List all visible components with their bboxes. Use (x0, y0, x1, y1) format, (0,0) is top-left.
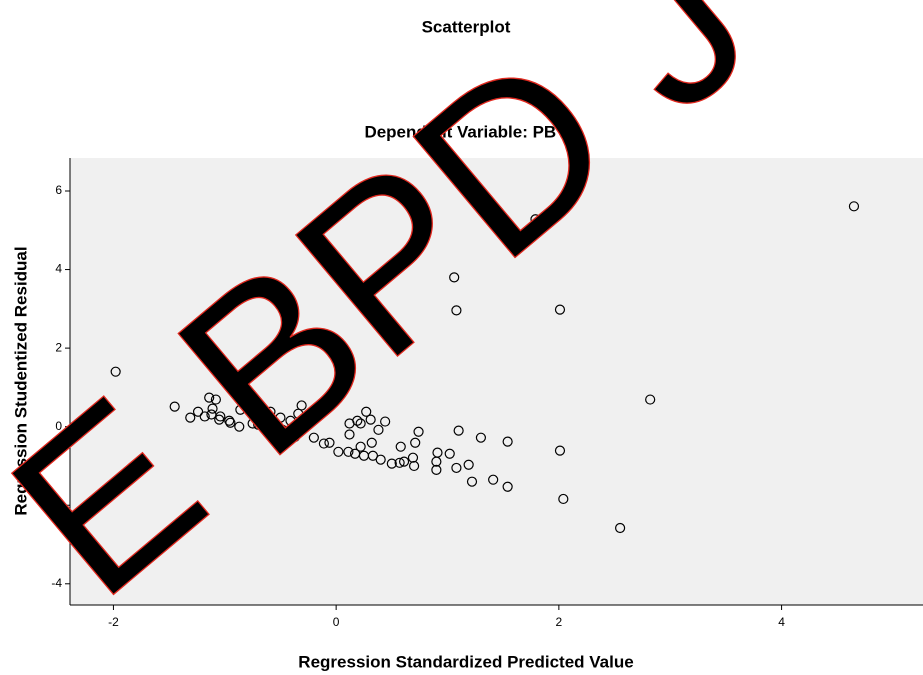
point (502, 436, 513, 447)
point (225, 417, 236, 428)
y-tick-label: -2 (51, 497, 62, 511)
point (554, 445, 566, 456)
chart-title: Scatterplot (422, 17, 511, 36)
point (453, 425, 464, 436)
point (318, 438, 329, 449)
point (185, 412, 196, 423)
point (848, 201, 860, 212)
point (247, 418, 258, 429)
point (355, 418, 366, 429)
point (373, 424, 384, 435)
point (530, 214, 541, 225)
point (311, 404, 322, 415)
point (277, 424, 288, 435)
y-tick-label: 0 (55, 419, 62, 433)
point (234, 421, 245, 432)
point (293, 422, 304, 433)
y-tick-label: -4 (51, 576, 62, 590)
point (432, 447, 443, 458)
point (451, 305, 462, 316)
x-tick-label: -2 (108, 615, 119, 629)
point (554, 304, 566, 315)
point (645, 394, 656, 405)
point (285, 415, 296, 426)
point (257, 421, 268, 432)
point (289, 431, 301, 442)
point (410, 437, 421, 448)
point (395, 441, 406, 452)
point (352, 415, 363, 426)
plot-background (70, 158, 923, 605)
point (380, 416, 391, 427)
chart-subtitle: Dependent Variable: PBV (364, 122, 568, 141)
point (558, 493, 569, 505)
point (349, 448, 361, 459)
point (286, 428, 297, 439)
point (344, 429, 355, 440)
point (444, 448, 455, 459)
point (224, 415, 235, 426)
point (365, 414, 376, 425)
point (206, 409, 217, 420)
point (355, 441, 366, 452)
point (431, 464, 442, 475)
point (386, 458, 397, 469)
point (361, 406, 372, 417)
point (451, 462, 462, 474)
point (169, 401, 180, 412)
x-axis-label: Regression Standardized Predicted Value (298, 652, 633, 671)
point (502, 481, 513, 492)
y-axis-label: Regression Studentized Residual (11, 246, 30, 515)
point (244, 388, 255, 399)
point (324, 437, 335, 448)
point (214, 414, 225, 425)
point (210, 394, 221, 405)
point (408, 460, 420, 472)
point (413, 426, 424, 437)
x-tick-label: 0 (333, 615, 340, 629)
point (398, 456, 410, 467)
point (275, 412, 286, 423)
point (466, 476, 478, 487)
x-tick-label: 2 (556, 615, 563, 629)
point (475, 432, 487, 443)
point (192, 406, 204, 417)
point (199, 411, 210, 422)
y-tick-label: 4 (55, 262, 62, 276)
point (259, 415, 270, 426)
point (343, 446, 354, 457)
y-tick-label: 6 (55, 183, 62, 197)
point (615, 522, 626, 534)
point (293, 408, 304, 419)
point (394, 457, 405, 468)
point (375, 454, 386, 465)
point (279, 326, 291, 337)
point (463, 459, 474, 470)
point (308, 432, 319, 443)
point (110, 366, 121, 377)
point (366, 437, 377, 448)
point (407, 452, 419, 463)
point (235, 404, 246, 415)
point (265, 406, 276, 417)
point (204, 392, 215, 403)
point (207, 403, 218, 414)
x-tick-label: 4 (778, 615, 785, 629)
y-tick-label: 2 (55, 340, 62, 354)
point (333, 446, 344, 457)
point (488, 474, 499, 485)
point (449, 272, 460, 283)
